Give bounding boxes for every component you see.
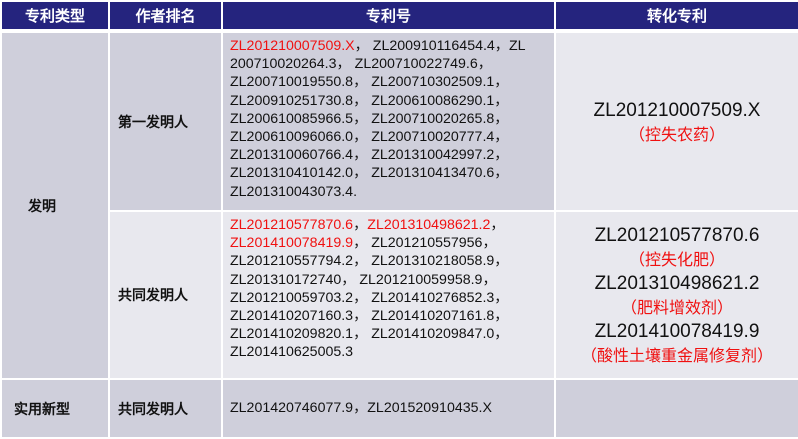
converted-number: ZL201210577870.6 xyxy=(594,225,760,246)
converted-empty xyxy=(554,378,798,439)
highlighted-patent: ZL201310498621.2 xyxy=(367,217,491,233)
patent-list: ZL201420746077.9，ZL201520910435.X xyxy=(221,378,556,439)
table-row: 发明 第一发明人 ZL201210007509.X， ZL20091011645… xyxy=(0,30,798,380)
header-rank: 作者排名 xyxy=(108,0,223,33)
header-converted: 转化专利 xyxy=(554,0,798,33)
patent-list: ZL201210007509.X， ZL200910116454.4，ZL 20… xyxy=(221,30,556,212)
converted-note: （控失农药） xyxy=(628,124,725,144)
converted-patents: ZL201210007509.X （控失农药） xyxy=(554,30,798,212)
converted-note: （肥料增效剂） xyxy=(620,298,733,317)
converted-number: ZL201310498621.2 xyxy=(594,273,760,294)
type-utility: 实用新型 xyxy=(0,378,110,439)
patent-list-text: ， ZL201210557956，ZL201210557794.2， ZL201… xyxy=(230,235,509,361)
converted-patents: ZL201210577870.6 （控失化肥） ZL201310498621.2… xyxy=(554,210,798,380)
converted-number: ZL201210007509.X xyxy=(593,99,761,121)
converted-number: ZL201410078419.9 xyxy=(594,321,760,342)
highlighted-patent: ZL201410078419.9 xyxy=(230,235,354,252)
type-invention: 发明 xyxy=(0,30,110,380)
table-row: 实用新型 共同发明人 ZL201420746077.9，ZL2015209104… xyxy=(0,378,798,439)
patent-list: ZL201210577870.6，ZL201310498621.2，ZL2014… xyxy=(221,210,556,380)
rank-first: 第一发明人 xyxy=(108,30,223,212)
table-row: 共同发明人 ZL201210577870.6，ZL201310498621.2，… xyxy=(1,210,798,380)
header-type: 专利类型 xyxy=(0,0,110,33)
patent-list-text: ， ZL200910116454.4，ZL 200710020264.3， ZL… xyxy=(230,38,526,200)
header-row: 专利类型 作者排名 专利号 转化专利 xyxy=(0,0,798,33)
header-patent-number: 专利号 xyxy=(221,0,556,33)
rank-co: 共同发明人 xyxy=(108,210,223,380)
rank-co: 共同发明人 xyxy=(108,378,223,439)
highlighted-patent: ZL201210007509.X xyxy=(230,38,355,54)
highlighted-patent: ZL201210577870.6 xyxy=(230,217,354,233)
converted-note: （控失化肥） xyxy=(628,250,725,269)
converted-note: （酸性土壤重金属修复剂） xyxy=(580,346,773,365)
